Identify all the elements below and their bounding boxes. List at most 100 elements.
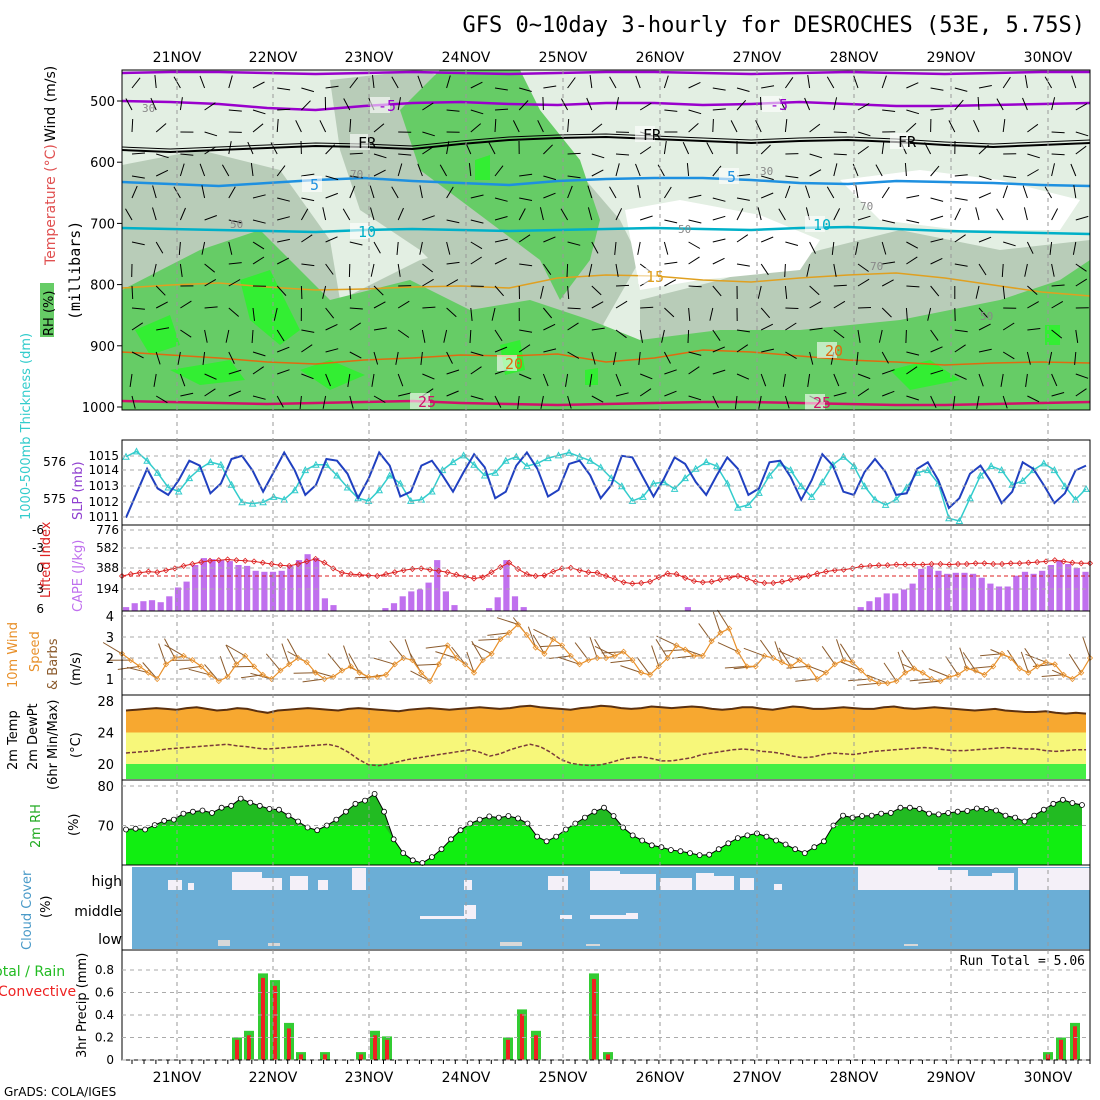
contour-label: 25 <box>418 393 436 411</box>
wind10m-marker <box>796 657 803 664</box>
contour-label-bg <box>350 134 370 150</box>
li-marker <box>277 562 284 569</box>
wind-barb <box>199 75 206 89</box>
label-wind10m-b: Speed <box>28 631 43 672</box>
cape-bar <box>261 571 268 611</box>
cape-bar <box>382 608 389 611</box>
contour-label-bg <box>762 96 782 112</box>
wind-barb <box>712 369 726 375</box>
li-marker <box>910 561 918 568</box>
wind-barb <box>906 241 919 249</box>
contour-label-bg <box>370 97 390 113</box>
wind-barb <box>833 163 838 177</box>
wind-barb <box>179 263 183 277</box>
thickness-marker <box>174 487 183 495</box>
li-marker <box>814 570 821 577</box>
rh-marker <box>734 835 741 841</box>
wind-barb <box>277 108 291 111</box>
wind-barb <box>180 153 194 156</box>
wind10m-marker <box>286 661 293 668</box>
date-label-top: 30NOV <box>1024 50 1073 66</box>
rh-marker <box>859 813 865 819</box>
li-marker <box>321 559 328 566</box>
wind10m-marker <box>655 663 662 670</box>
wind-barb <box>347 373 351 387</box>
wind10m-barb <box>164 644 184 657</box>
wind-barb <box>591 241 599 254</box>
wind10m-barb <box>636 656 651 676</box>
wind-barb <box>468 163 472 177</box>
wind-barb <box>757 285 762 299</box>
wind-barb <box>277 87 291 91</box>
wind-barb <box>373 301 386 309</box>
wind-barb <box>179 97 183 111</box>
cloud-high-clear <box>352 868 366 890</box>
precip-convective-bar <box>273 985 277 1061</box>
cloud-cover-panel: high middle low <box>74 867 1090 949</box>
wind-barb <box>615 284 630 287</box>
wind-barb <box>589 75 593 89</box>
wind-barb <box>686 163 690 177</box>
thickness-marker <box>723 479 732 487</box>
label-cape: CAPE (J/kg) <box>71 540 86 612</box>
wind-barb <box>1051 163 1055 177</box>
wind-barb <box>758 395 762 409</box>
wind-barb <box>349 395 354 409</box>
contour-label: 5 <box>310 176 319 194</box>
wind10m-marker <box>550 636 557 643</box>
wind-barb <box>325 348 339 353</box>
wind-barb <box>906 195 920 199</box>
thickness-marker <box>1039 459 1048 467</box>
cape-bar <box>503 560 510 611</box>
wind-barb <box>588 263 593 277</box>
wind10m-barb <box>478 638 501 641</box>
thickness-marker <box>248 499 257 507</box>
label-precip-total: Total / Rain <box>0 964 65 980</box>
precip-convective-bar <box>506 1039 510 1061</box>
li-marker <box>215 557 222 564</box>
wind-barb <box>131 241 145 246</box>
wind-barb <box>1002 395 1008 409</box>
wind10m-panel <box>102 609 1094 687</box>
wind-barb <box>543 175 557 181</box>
thickness-marker <box>681 474 689 482</box>
rh-bright-region <box>240 270 300 345</box>
wind-barb <box>688 395 702 401</box>
li-marker <box>998 560 1006 568</box>
cape-tick-label: 388 <box>96 561 119 575</box>
rh-marker <box>161 817 168 824</box>
wind-barb <box>804 97 811 111</box>
rh-marker <box>295 818 302 825</box>
wind-barb <box>1051 208 1059 221</box>
wind-barb <box>736 197 750 201</box>
thickness-marker <box>449 458 457 466</box>
thickness-marker <box>459 451 468 459</box>
contour-label-bg <box>638 268 658 284</box>
wind-barb <box>954 197 968 201</box>
rh-marker <box>1012 814 1018 821</box>
wind10m-marker <box>127 657 134 664</box>
wind10m-marker <box>250 663 258 670</box>
rh-marker <box>371 791 378 797</box>
wind-barb <box>567 175 581 179</box>
wind10m-marker <box>743 663 750 670</box>
wind10m-marker <box>382 671 390 678</box>
cloud-high-clear <box>774 884 782 890</box>
wind-barb <box>417 75 423 89</box>
wind-barb <box>1075 373 1089 379</box>
wind-barb <box>778 208 786 221</box>
li-marker <box>523 571 530 578</box>
thickness-marker <box>628 496 637 504</box>
cape-bar <box>209 559 216 611</box>
rh-marker <box>954 808 961 815</box>
thickness-marker <box>744 500 753 508</box>
wind-barb <box>252 241 265 250</box>
rh-marker <box>256 802 263 809</box>
wind10m-marker <box>206 671 214 678</box>
wind10m-marker <box>321 675 328 683</box>
wind10m-barb <box>343 645 352 667</box>
wind-barb <box>809 301 822 309</box>
li-marker <box>189 560 196 568</box>
wind10m-marker <box>576 661 583 668</box>
wind-barb <box>807 75 811 89</box>
